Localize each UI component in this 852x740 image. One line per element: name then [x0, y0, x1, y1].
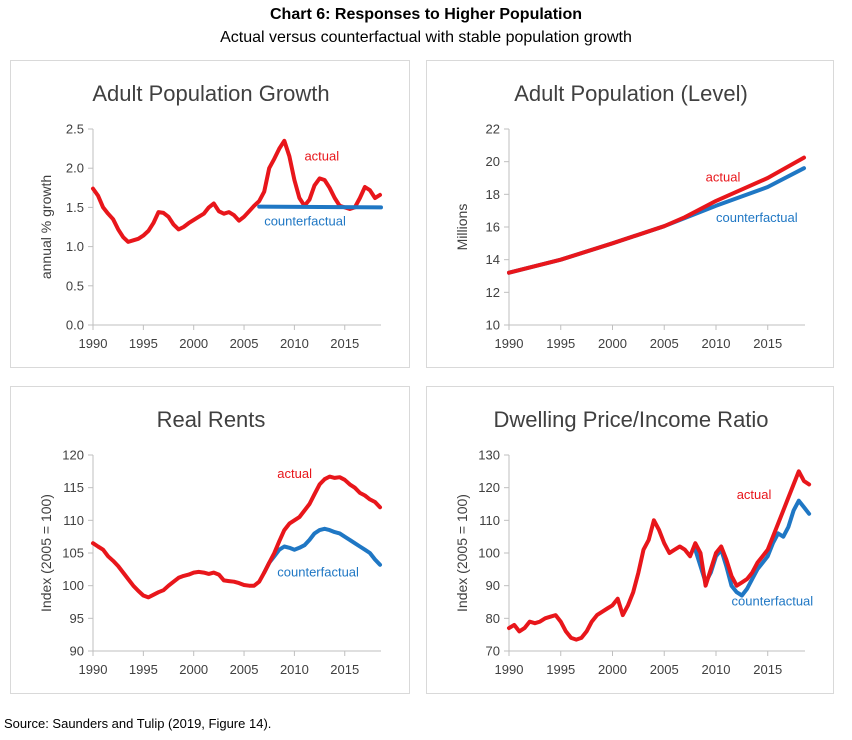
- panel-price-income-ratio: Dwelling Price/Income Ratio Index (2005 =…: [426, 386, 834, 694]
- x-tick-label: 2010: [702, 662, 731, 677]
- y-tick-label: 120: [62, 448, 84, 463]
- x-tick-label: 1995: [546, 662, 575, 677]
- chart-svg: Adult Population (Level) Millions 10 12 14 16…: [454, 81, 806, 351]
- y-tick-label: 70: [486, 644, 500, 659]
- y-tick-label: 1.5: [66, 200, 84, 215]
- x-tick-label: 2000: [598, 662, 627, 677]
- series-label-actual: actual: [304, 148, 339, 163]
- x-tick-label: 1990: [79, 662, 108, 677]
- series-label-counterfactual: counterfactual: [264, 213, 346, 228]
- x-tick-label: 2010: [702, 336, 731, 351]
- y-tick-label: 90: [486, 578, 500, 593]
- chart-svg: Real Rents Index (2005 = 100) 90 95 100 105 11…: [38, 407, 382, 677]
- y-axis-label: Index (2005 = 100): [38, 494, 54, 612]
- x-tick-label: 1990: [495, 662, 524, 677]
- y-tick-label: 16: [486, 220, 500, 235]
- x-tick-label: 2010: [280, 662, 309, 677]
- y-tick-label: 115: [63, 480, 84, 495]
- series-label-actual: actual: [706, 169, 741, 184]
- y-tick-label: 130: [478, 448, 500, 463]
- panel-population-growth: Adult Population Growth annual % growth 0.…: [10, 60, 410, 368]
- series-line-counterfactual: [262, 526, 382, 575]
- y-tick-label: 1.0: [66, 239, 84, 254]
- y-tick-label: 0.5: [66, 278, 84, 293]
- y-tick-label: 100: [62, 578, 84, 593]
- panel-population-level: Adult Population (Level) Millions 10 12 14 16…: [426, 60, 834, 368]
- x-tick-label: 2005: [230, 662, 259, 677]
- y-tick-label: 110: [63, 513, 84, 528]
- y-tick-label: 2.5: [66, 122, 84, 137]
- y-tick-label: 12: [486, 285, 500, 300]
- x-tick-label: 2015: [753, 662, 782, 677]
- series-line-actual: [91, 474, 382, 600]
- y-tick-label: 80: [486, 611, 500, 626]
- y-tick-label: 0.0: [66, 318, 84, 333]
- series-label-counterfactual: counterfactual: [277, 565, 359, 580]
- y-tick-label: 2.0: [66, 161, 84, 176]
- x-tick-label: 1990: [495, 336, 524, 351]
- series-line-actual: [507, 155, 806, 275]
- series-line-actual: [507, 469, 812, 642]
- series-line-actual: [91, 138, 382, 244]
- series-line-counterfactual: [257, 204, 383, 210]
- x-tick-label: 1995: [129, 336, 158, 351]
- series-line-counterfactual: [693, 498, 812, 598]
- y-axis-label: Millions: [454, 204, 470, 251]
- x-tick-label: 2015: [330, 662, 359, 677]
- y-tick-label: 90: [70, 644, 84, 659]
- series-label-counterfactual: counterfactual: [716, 210, 798, 225]
- series-label-counterfactual: counterfactual: [732, 593, 814, 608]
- x-tick-label: 2000: [598, 336, 627, 351]
- y-tick-label: 10: [486, 318, 500, 333]
- x-tick-label: 1995: [129, 662, 158, 677]
- x-tick-label: 2015: [330, 336, 359, 351]
- panel-title: Real Rents: [157, 407, 266, 432]
- x-tick-label: 2005: [230, 336, 259, 351]
- y-axis-label: Index (2005 = 100): [454, 494, 470, 612]
- x-tick-label: 2000: [179, 662, 208, 677]
- y-tick-label: 14: [486, 252, 500, 267]
- x-tick-label: 1990: [79, 336, 108, 351]
- x-tick-label: 1995: [546, 336, 575, 351]
- y-tick-label: 20: [486, 154, 500, 169]
- chart-title: Chart 6: Responses to Higher Population: [269, 6, 583, 23]
- panel-real-rents: Real Rents Index (2005 = 100) 90 95 100 105 11…: [10, 386, 410, 694]
- panel-title: Adult Population Growth: [92, 81, 329, 106]
- chart-subtitle: Actual versus counterfactual with stable…: [220, 29, 632, 46]
- series-label-actual: actual: [277, 466, 312, 481]
- x-tick-label: 2000: [179, 336, 208, 351]
- y-tick-label: 105: [62, 546, 84, 561]
- chart-svg: Dwelling Price/Income Ratio Index (2005 =…: [454, 407, 814, 677]
- y-tick-label: 120: [478, 480, 500, 495]
- y-tick-label: 110: [479, 513, 500, 528]
- y-tick-label: 100: [478, 546, 500, 561]
- y-axis-label: annual % growth: [38, 175, 54, 279]
- panel-title: Dwelling Price/Income Ratio: [493, 407, 768, 432]
- source-note: Source: Saunders and Tulip (2019, Figure…: [4, 716, 272, 731]
- y-tick-label: 18: [486, 187, 500, 202]
- y-tick-label: 22: [486, 122, 500, 137]
- chart-svg: Adult Population Growth annual % growth 0.…: [38, 81, 383, 351]
- x-tick-label: 2010: [280, 336, 309, 351]
- series-label-actual: actual: [737, 487, 772, 502]
- x-tick-label: 2005: [650, 662, 679, 677]
- y-tick-label: 95: [70, 611, 84, 626]
- x-tick-label: 2015: [753, 336, 782, 351]
- x-tick-label: 2005: [650, 336, 679, 351]
- panel-title: Adult Population (Level): [514, 81, 748, 106]
